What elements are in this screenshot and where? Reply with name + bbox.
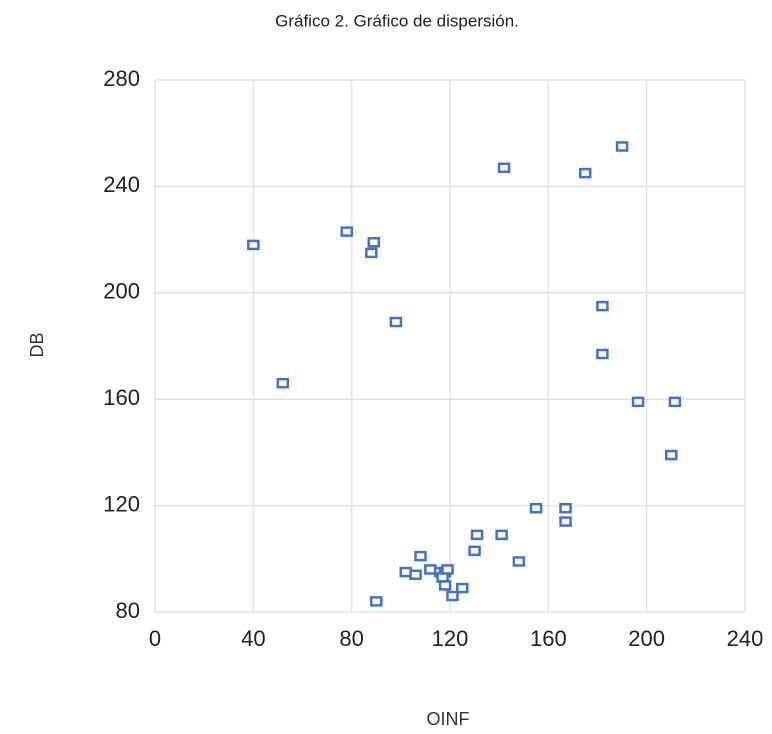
scatter-point [512, 556, 526, 567]
x-tick-label: 200 [628, 626, 665, 651]
scatter-point [497, 162, 511, 174]
scatter-point [578, 167, 592, 179]
scatter-point [468, 545, 481, 557]
y-tick-label: 120 [103, 491, 140, 516]
scatter-point [446, 590, 459, 602]
scatter-point [529, 503, 543, 514]
x-tick-label: 80 [339, 626, 363, 651]
scatter-point [456, 582, 469, 594]
scatter-point [441, 564, 454, 575]
x-tick-label: 0 [149, 626, 161, 651]
scatter-point [340, 226, 353, 237]
x-tick-label: 40 [241, 626, 265, 651]
scatter-point [370, 596, 383, 607]
x-tick-label: 120 [432, 626, 469, 651]
scatter-point [276, 377, 290, 389]
y-tick-label: 240 [103, 172, 140, 197]
scatter-point [424, 564, 437, 575]
scatter-point [367, 237, 381, 248]
scatter-point [365, 247, 378, 259]
x-axis-label: OINF [427, 709, 470, 729]
plot-area [247, 141, 682, 607]
y-axis-label: DB [27, 332, 47, 357]
chart-title: Gráfico 2. Gráfico de dispersión. [275, 11, 519, 30]
scatter-point [665, 449, 678, 461]
scatter-point [559, 516, 572, 527]
scatter-point [615, 141, 629, 152]
scatter-point [470, 529, 484, 541]
scatter-point [438, 580, 452, 591]
scatter-point [559, 503, 572, 514]
scatter-point [596, 300, 609, 312]
scatter-point [389, 316, 403, 328]
scatter-point [668, 396, 682, 408]
scatter-point [414, 550, 427, 562]
y-tick-label: 200 [103, 279, 140, 304]
grid [154, 79, 746, 613]
y-tick-label: 160 [103, 385, 140, 410]
scatter-point [631, 396, 645, 408]
scatter-point [399, 566, 412, 578]
scatter-point [596, 348, 609, 360]
x-tick-label: 240 [727, 626, 764, 651]
scatter-point [247, 239, 260, 251]
x-tick-label: 160 [530, 626, 567, 651]
y-tick-label: 80 [116, 598, 140, 623]
scatter-point [409, 569, 422, 581]
scatter-point [495, 529, 508, 541]
y-tick-label: 280 [103, 66, 140, 91]
